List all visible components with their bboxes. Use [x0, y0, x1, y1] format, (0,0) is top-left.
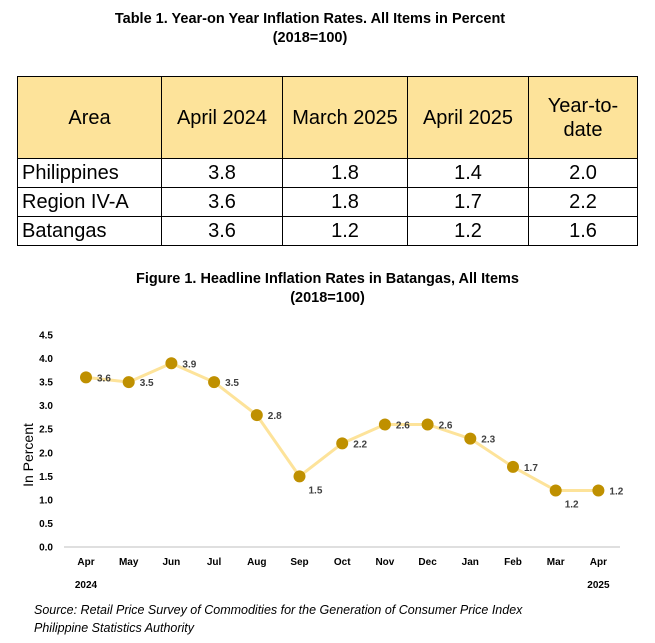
x-tick-label: Mar: [547, 557, 565, 568]
data-point: [549, 484, 562, 497]
x-tick-label: Jun: [163, 557, 181, 568]
data-label: 2.6: [396, 421, 410, 432]
data-point: [336, 437, 349, 450]
data-label: 3.9: [182, 359, 196, 370]
table-cell: 3.8: [161, 158, 283, 188]
table-cell: 3.6: [161, 187, 283, 217]
y-tick-label: 1.0: [39, 495, 53, 506]
data-label: 2.3: [481, 435, 495, 446]
data-label: 1.7: [524, 463, 538, 474]
y-tick-label: 1.5: [39, 472, 53, 483]
y-axis-title: In Percent: [20, 423, 36, 487]
x-tick-label: Apr: [77, 557, 94, 568]
x-tick-label: May: [119, 557, 139, 568]
y-tick-label: 2.5: [39, 425, 53, 436]
x-year-label: 2025: [587, 580, 610, 591]
table-cell: 3.6: [161, 216, 283, 246]
table-cell: 1.2: [282, 216, 408, 246]
inflation-line-chart: 0.0 0.5 1.0 1.5 2.0 2.5 3.0 3.5 4.0 4.5 Apr May Jun…: [20, 331, 624, 592]
y-tick-label: 0.5: [39, 519, 53, 530]
x-tick-label: Oct: [334, 557, 351, 568]
table-cell: 1.4: [407, 158, 529, 188]
data-label: 3.5: [225, 378, 239, 389]
data-point: [165, 357, 178, 370]
y-tick-label: 4.5: [39, 331, 53, 342]
table-cell: 2.0: [528, 158, 638, 188]
data-point: [507, 460, 519, 473]
table-row: Philippines 3.8 1.8 1.4 2.0: [17, 158, 638, 188]
header-area: Area: [17, 76, 162, 159]
header-april-2025: April 2025: [407, 76, 529, 159]
series-line: [85, 361, 599, 492]
table-subtitle: (2018=100): [272, 30, 348, 46]
x-tick-label: Dec: [418, 557, 437, 568]
data-label: 1.5: [309, 485, 323, 496]
x-tick-label: Apr: [590, 557, 607, 568]
y-tick-label: 2.0: [39, 448, 53, 459]
table-cell: 1.6: [528, 216, 638, 246]
figure-subtitle: (2018=100): [290, 290, 365, 306]
data-point: [421, 418, 434, 431]
y-tick-label: 3.0: [39, 401, 53, 412]
data-label: 3.6: [97, 373, 111, 384]
x-tick-label: Feb: [504, 557, 522, 568]
table-title: Table 1. Year-on Year Inflation Rates. A…: [114, 11, 506, 27]
data-point: [250, 409, 263, 422]
table-cell-area: Philippines: [17, 158, 162, 188]
data-label: 2.2: [353, 439, 367, 450]
table-cell: 1.8: [282, 158, 408, 188]
data-point: [592, 484, 605, 497]
data-label: 2.6: [439, 421, 453, 432]
data-point: [80, 371, 92, 384]
data-point: [208, 376, 221, 389]
table-cell: 1.2: [407, 216, 529, 246]
table-row: Batangas 3.6 1.2 1.2 1.6: [17, 216, 638, 246]
data-label: 1.2: [565, 499, 579, 510]
data-point: [378, 418, 391, 431]
table-row: Region IV-A 3.6 1.8 1.7 2.2: [17, 187, 638, 217]
data-label: 2.8: [268, 411, 282, 422]
source-agency: Philippine Statistics Authority: [34, 621, 195, 635]
data-point: [122, 376, 135, 389]
inflation-table: Area April 2024 March 2025 April 2025 Ye…: [17, 76, 638, 246]
table-cell: 1.8: [282, 187, 408, 217]
x-tick-label: Jul: [207, 557, 222, 568]
table-cell: 1.7: [407, 187, 529, 217]
data-label: 1.2: [609, 486, 623, 497]
x-year-label: 2024: [75, 580, 98, 591]
data-point: [293, 470, 306, 483]
header-march-2025: March 2025: [282, 76, 408, 159]
y-tick-label: 3.5: [39, 378, 53, 389]
table-cell: 2.2: [528, 187, 638, 217]
x-tick-label: Sep: [290, 557, 308, 568]
data-label: 3.5: [140, 378, 154, 389]
source-line: Source: Retail Price Survey of Commoditi…: [34, 603, 523, 617]
y-tick-label: 0.0: [39, 543, 53, 554]
table-header-row: Area April 2024 March 2025 April 2025 Ye…: [17, 76, 638, 159]
y-tick-label: 4.0: [39, 354, 53, 365]
table-cell-area: Region IV-A: [17, 187, 162, 217]
header-year-to-date: Year-to-date: [528, 76, 638, 159]
table-cell-area: Batangas: [17, 216, 162, 246]
x-tick-label: Jan: [462, 557, 479, 568]
figure-title: Figure 1. Headline Inflation Rates in Ba…: [136, 271, 519, 287]
x-tick-label: Aug: [247, 557, 266, 568]
x-tick-label: Nov: [375, 557, 394, 568]
header-april-2024: April 2024: [161, 76, 283, 159]
data-point: [464, 432, 477, 445]
